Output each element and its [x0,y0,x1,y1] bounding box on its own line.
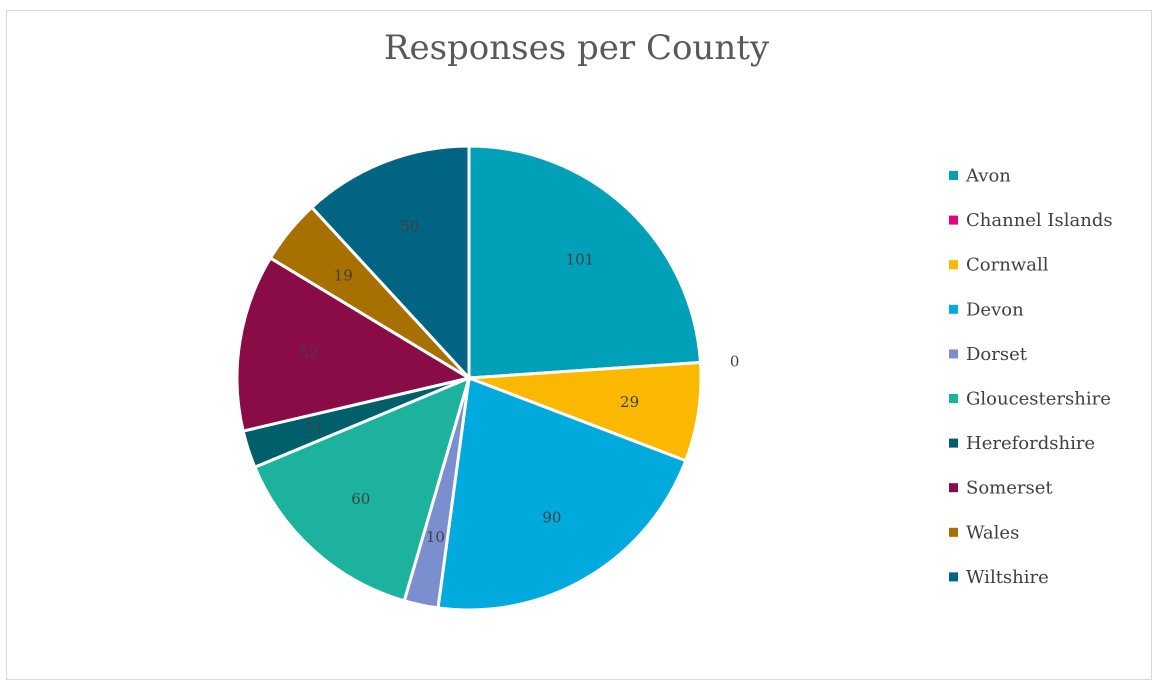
legend-label-dorset: Dorset [966,344,1028,365]
legend-label-gloucestershire: Gloucestershire [966,389,1111,410]
pie-slice-somerset [235,255,473,433]
legend-label-cornwall: Cornwall [966,255,1049,276]
legend-swatch-channel-islands [949,215,958,225]
legend-swatch-wiltshire [949,572,958,582]
legend-label-wiltshire: Wiltshire [966,567,1049,588]
legend-swatch-somerset [949,483,958,493]
legend-swatch-dorset [949,349,958,359]
legend-label-devon: Devon [966,299,1024,320]
legend-swatch-avon [949,171,958,180]
pie-slice-gloucestershire [252,375,472,603]
legend-swatch-herefordshire [949,438,958,448]
legend-label-avon: Avon [965,166,1011,187]
legend-swatch-devon [949,304,958,314]
legend-label-channel-islands: Channel Islands [966,210,1113,231]
legend-label-herefordshire: Herefordshire [966,433,1095,454]
data-label-herefordshire: 11 [305,419,324,437]
data-label-wiltshire: 50 [400,218,419,236]
data-label-gloucestershire: 60 [351,490,370,508]
data-label-avon: 101 [566,250,595,268]
pie-slice-avon [467,144,703,380]
legend-label-wales: Wales [966,522,1019,543]
data-label-cornwall: 29 [620,393,639,411]
pie-slice-wiltshire [309,144,471,382]
data-label-somerset: 52 [299,344,318,362]
chart-title: Responses per County [383,28,770,68]
data-label-channel-islands: 0 [730,352,740,370]
data-label-wales: 19 [334,266,353,284]
pie-slice-devon [436,375,688,612]
data-label-dorset: 10 [426,528,445,546]
legend-swatch-wales [949,527,958,537]
legend-swatch-cornwall [949,260,958,270]
data-label-devon: 90 [542,509,561,527]
legend-label-somerset: Somerset [966,478,1053,499]
data-labels: 101 0 29 90 10 60 11 52 19 50 [299,218,739,546]
pie-slices [235,144,703,612]
legend: Avon Channel Islands Cornwall Devon Dorset Gl… [949,166,1113,588]
legend-swatch-gloucestershire [949,394,958,403]
